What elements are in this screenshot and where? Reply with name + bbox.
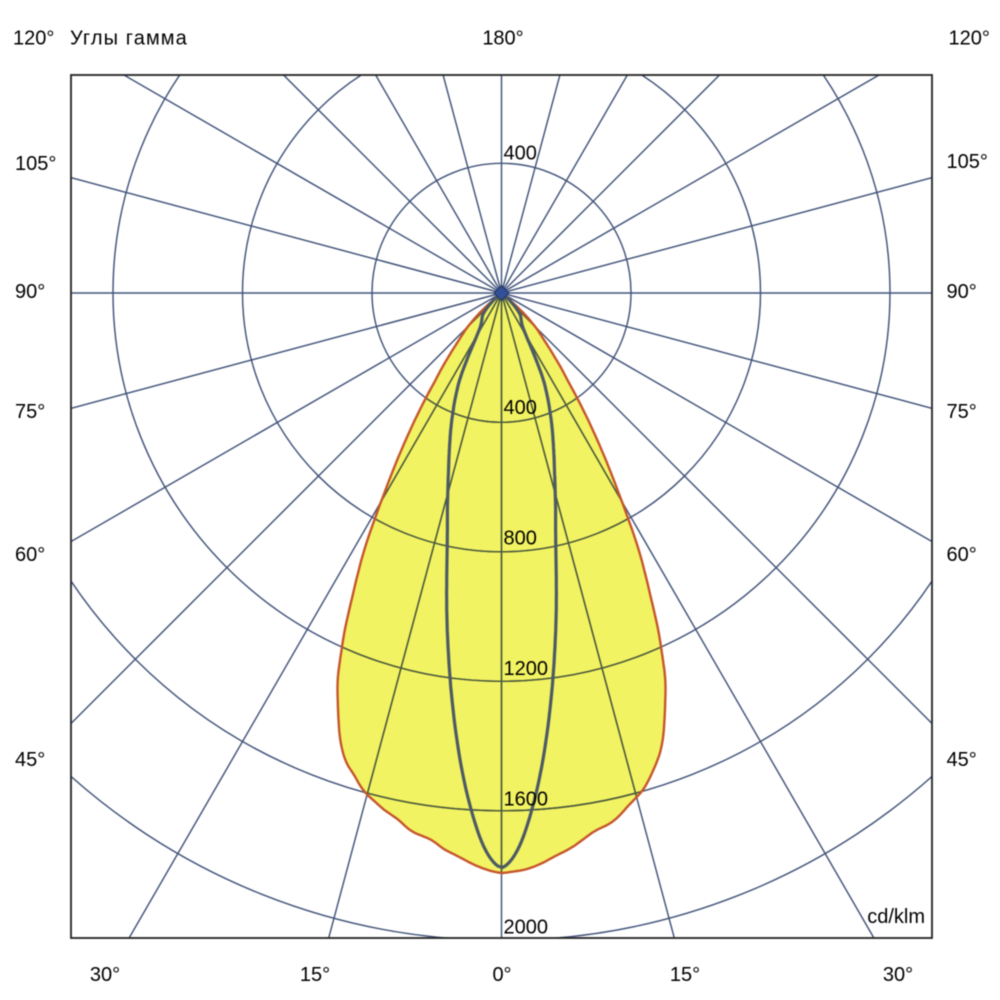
svg-text:cd/klm: cd/klm [867,906,925,928]
svg-text:800: 800 [504,528,537,550]
svg-text:0°: 0° [492,964,511,986]
svg-text:60°: 60° [15,544,45,566]
svg-text:15°: 15° [670,964,700,986]
svg-text:60°: 60° [947,544,977,566]
svg-text:30°: 30° [883,964,913,986]
svg-text:Углы гамма: Углы гамма [70,28,188,50]
svg-text:400: 400 [504,397,537,419]
svg-text:30°: 30° [90,964,120,986]
svg-text:105°: 105° [15,153,56,175]
svg-text:2000: 2000 [504,917,549,939]
svg-text:180°: 180° [482,28,523,50]
svg-text:75°: 75° [947,401,977,423]
svg-text:120°: 120° [949,28,990,50]
svg-text:120°: 120° [13,28,54,50]
svg-text:45°: 45° [15,749,45,771]
svg-text:1200: 1200 [504,658,549,680]
svg-text:105°: 105° [947,151,988,173]
svg-text:75°: 75° [15,401,45,423]
svg-text:90°: 90° [15,281,45,303]
svg-text:90°: 90° [947,281,977,303]
svg-text:400: 400 [504,143,537,165]
svg-text:45°: 45° [947,749,977,771]
svg-text:15°: 15° [300,964,330,986]
svg-text:1600: 1600 [504,789,549,811]
